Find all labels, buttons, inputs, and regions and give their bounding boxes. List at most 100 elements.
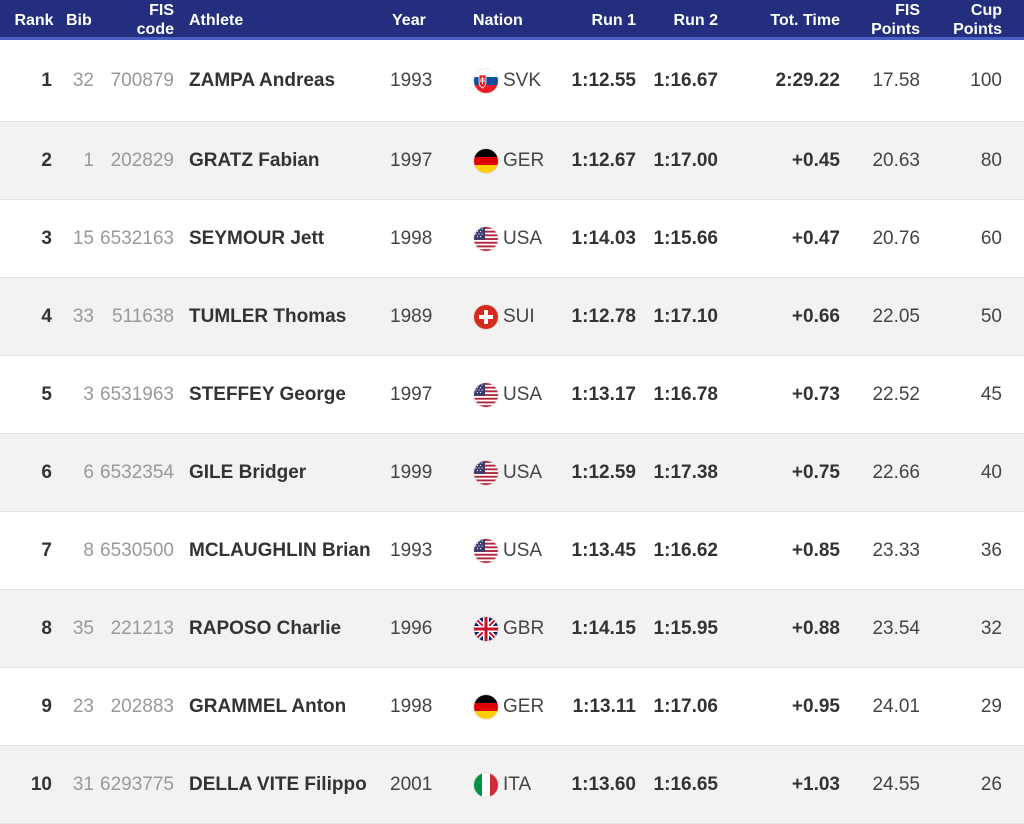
table-row-3[interactable]: 3 15 6532163 SEYMOUR Jett 1998 USA 1:14.… [0, 200, 1024, 278]
run1-cell: 1:14.03 [571, 227, 636, 249]
total-time-cell: +0.45 [791, 149, 840, 171]
ger-flag-icon [474, 148, 498, 173]
year-cell: 1989 [390, 305, 433, 327]
fis-code-cell: 6532163 [100, 227, 174, 249]
nation-cell: SUI [474, 278, 564, 355]
athlete-name-link[interactable]: GILE Bridger [189, 461, 307, 483]
athlete-name-link[interactable]: SEYMOUR Jett [189, 227, 325, 249]
header-fis-code[interactable]: FIS code [136, 2, 174, 38]
fis-points-cell: 22.66 [872, 461, 920, 483]
nation-cell: USA [474, 356, 564, 433]
nation-cell: GER [474, 668, 564, 745]
bib-cell: 8 [83, 539, 94, 561]
rank-cell: 8 [41, 617, 52, 639]
header-rank[interactable]: Rank [14, 11, 54, 29]
header-bib[interactable]: Bib [66, 11, 92, 29]
athlete-name-link[interactable]: STEFFEY George [189, 383, 346, 405]
nation-code: USA [503, 539, 543, 561]
run1-cell: 1:12.55 [571, 69, 636, 91]
run2-cell: 1:17.10 [653, 305, 718, 327]
rank-cell: 4 [41, 305, 52, 327]
run1-cell: 1:14.15 [571, 617, 636, 639]
cup-points-cell: 40 [980, 461, 1002, 483]
bib-cell: 33 [72, 305, 94, 327]
athlete-name-link[interactable]: MCLAUGHLIN Brian [189, 539, 371, 561]
table-row-8[interactable]: 8 35 221213 RAPOSO Charlie 1996 GBR 1:14… [0, 590, 1024, 668]
year-cell: 1998 [390, 227, 433, 249]
table-row-5[interactable]: 5 3 6531963 STEFFEY George 1997 USA 1:13… [0, 356, 1024, 434]
nation-code: SVK [503, 69, 542, 91]
bib-cell: 15 [72, 227, 94, 249]
table-row-4[interactable]: 4 33 511638 TUMLER Thomas 1989 SUI 1:12.… [0, 278, 1024, 356]
nation-code: GER [503, 149, 545, 171]
bib-cell: 6 [83, 461, 94, 483]
nation-code: GBR [503, 617, 545, 639]
header-fis-points[interactable]: FIS Points [871, 2, 920, 38]
nation-cell: ITA [474, 746, 564, 823]
fis-code-cell: 221213 [110, 617, 174, 639]
year-cell: 1996 [390, 617, 433, 639]
cup-points-cell: 36 [980, 539, 1002, 561]
header-nation[interactable]: Nation [473, 11, 523, 29]
fis-points-cell: 23.54 [872, 617, 920, 639]
header-run2[interactable]: Run 2 [673, 11, 718, 29]
cup-points-cell: 50 [980, 305, 1002, 327]
year-cell: 2001 [390, 773, 433, 795]
athlete-name-link[interactable]: RAPOSO Charlie [189, 617, 342, 639]
rank-cell: 6 [41, 461, 52, 483]
header-cup-points[interactable]: Cup Points [953, 2, 1002, 38]
run2-cell: 1:16.67 [653, 69, 718, 91]
table-row-2[interactable]: 2 1 202829 GRATZ Fabian 1997 GER 1:12.67… [0, 122, 1024, 200]
ita-flag-icon [474, 772, 498, 797]
run2-cell: 1:17.06 [653, 695, 718, 717]
cup-points-cell: 26 [980, 773, 1002, 795]
bib-cell: 31 [72, 773, 94, 795]
table-row-9[interactable]: 9 23 202883 GRAMMEL Anton 1998 GER 1:13.… [0, 668, 1024, 746]
table-header: Rank Bib FIS code Athlete Year Nation Ru… [0, 0, 1024, 40]
fis-points-cell: 20.76 [872, 227, 920, 249]
table-row-1[interactable]: 1 32 700879 ZAMPA Andreas 1993 SVK 1:12.… [0, 40, 1024, 122]
header-athlete[interactable]: Athlete [189, 11, 244, 29]
header-year[interactable]: Year [392, 11, 426, 29]
fis-code-cell: 6293775 [100, 773, 174, 795]
total-time-cell: +0.66 [791, 305, 840, 327]
nation-code: GER [503, 695, 545, 717]
table-row-6[interactable]: 6 6 6532354 GILE Bridger 1999 USA 1:12.5… [0, 434, 1024, 512]
athlete-name-link[interactable]: TUMLER Thomas [189, 305, 347, 327]
rank-cell: 9 [41, 695, 52, 717]
nation-code: SUI [503, 305, 535, 327]
athlete-name-link[interactable]: DELLA VITE Filippo [189, 773, 367, 795]
fis-points-cell: 24.55 [872, 773, 920, 795]
athlete-name-link[interactable]: ZAMPA Andreas [189, 69, 336, 91]
run1-cell: 1:13.45 [571, 539, 636, 561]
fis-points-cell: 22.52 [872, 383, 920, 405]
athlete-name-link[interactable]: GRAMMEL Anton [189, 695, 347, 717]
total-time-cell: +0.47 [791, 227, 840, 249]
bib-cell: 23 [72, 695, 94, 717]
bib-cell: 32 [72, 69, 94, 91]
fis-code-cell: 6532354 [100, 461, 174, 483]
fis-code-cell: 202883 [110, 695, 174, 717]
total-time-cell: +0.88 [791, 617, 840, 639]
nation-cell: GER [474, 122, 564, 199]
nation-code: ITA [503, 773, 532, 795]
run2-cell: 1:15.66 [653, 227, 718, 249]
total-time-cell: 2:29.22 [775, 69, 840, 91]
table-row-7[interactable]: 7 8 6530500 MCLAUGHLIN Brian 1993 USA 1:… [0, 512, 1024, 590]
rank-cell: 10 [30, 773, 52, 795]
rank-cell: 7 [41, 539, 52, 561]
header-run1[interactable]: Run 1 [591, 11, 636, 29]
run2-cell: 1:17.00 [653, 149, 718, 171]
table-row-10[interactable]: 10 31 6293775 DELLA VITE Filippo 2001 IT… [0, 746, 1024, 824]
athlete-name-link[interactable]: GRATZ Fabian [189, 149, 320, 171]
ger-flag-icon [474, 694, 498, 719]
year-cell: 1997 [390, 149, 433, 171]
run1-cell: 1:13.60 [571, 773, 636, 795]
cup-points-cell: 100 [970, 69, 1002, 91]
fis-points-cell: 24.01 [872, 695, 920, 717]
header-total-time[interactable]: Tot. Time [770, 11, 840, 29]
total-time-cell: +0.85 [791, 539, 840, 561]
run1-cell: 1:13.11 [572, 695, 636, 717]
nation-cell: USA [474, 200, 564, 277]
